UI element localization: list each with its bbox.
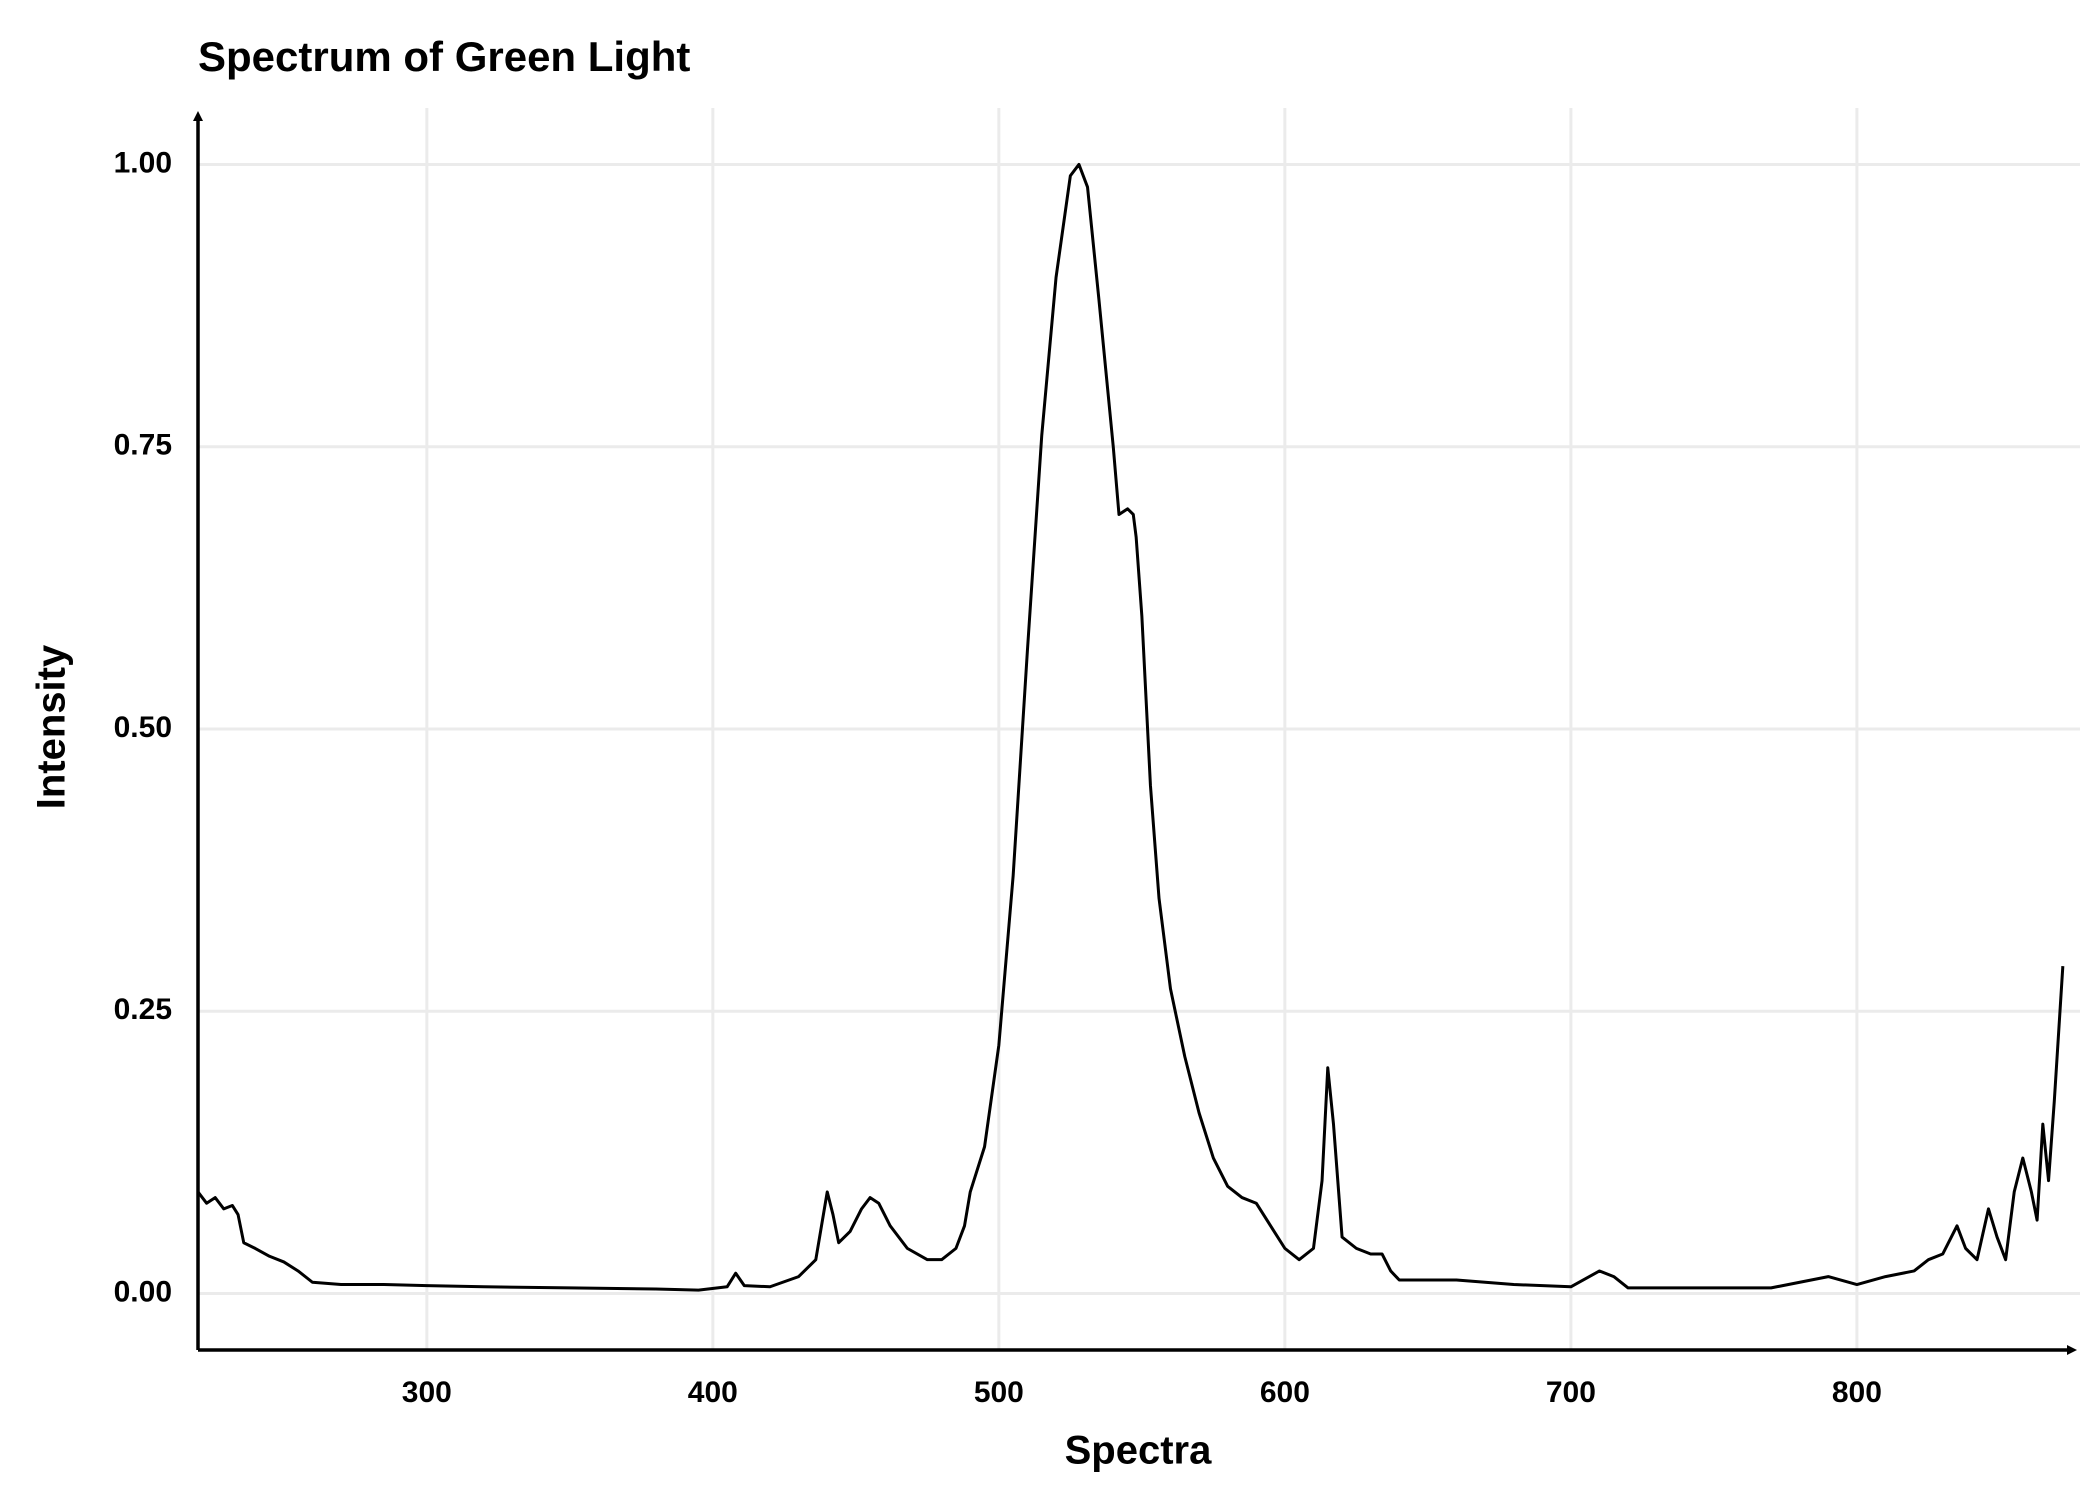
plot	[196, 162, 2065, 1292]
x-axis-title: Spectra	[1065, 1429, 1212, 1473]
x-tick-label: 300	[402, 1376, 452, 1409]
x-tick-label: 600	[1260, 1376, 1310, 1409]
x-tick-label: 800	[1832, 1376, 1882, 1409]
chart-title: Spectrum of Green Light	[198, 33, 690, 80]
y-tick-label: 0.50	[114, 711, 172, 744]
grid	[198, 108, 2080, 1350]
y-tick-label: 0.00	[114, 1275, 172, 1308]
x-tick-label: 400	[688, 1376, 738, 1409]
x-tick-label: 500	[974, 1376, 1024, 1409]
spectrum-line	[196, 162, 2065, 1292]
y-tick-label: 0.25	[114, 993, 172, 1026]
y-tick-label: 1.00	[114, 146, 172, 179]
y-tick-label: 0.75	[114, 429, 172, 462]
y-axis-title: Intensity	[30, 644, 74, 809]
x-tick-label: 700	[1546, 1376, 1596, 1409]
